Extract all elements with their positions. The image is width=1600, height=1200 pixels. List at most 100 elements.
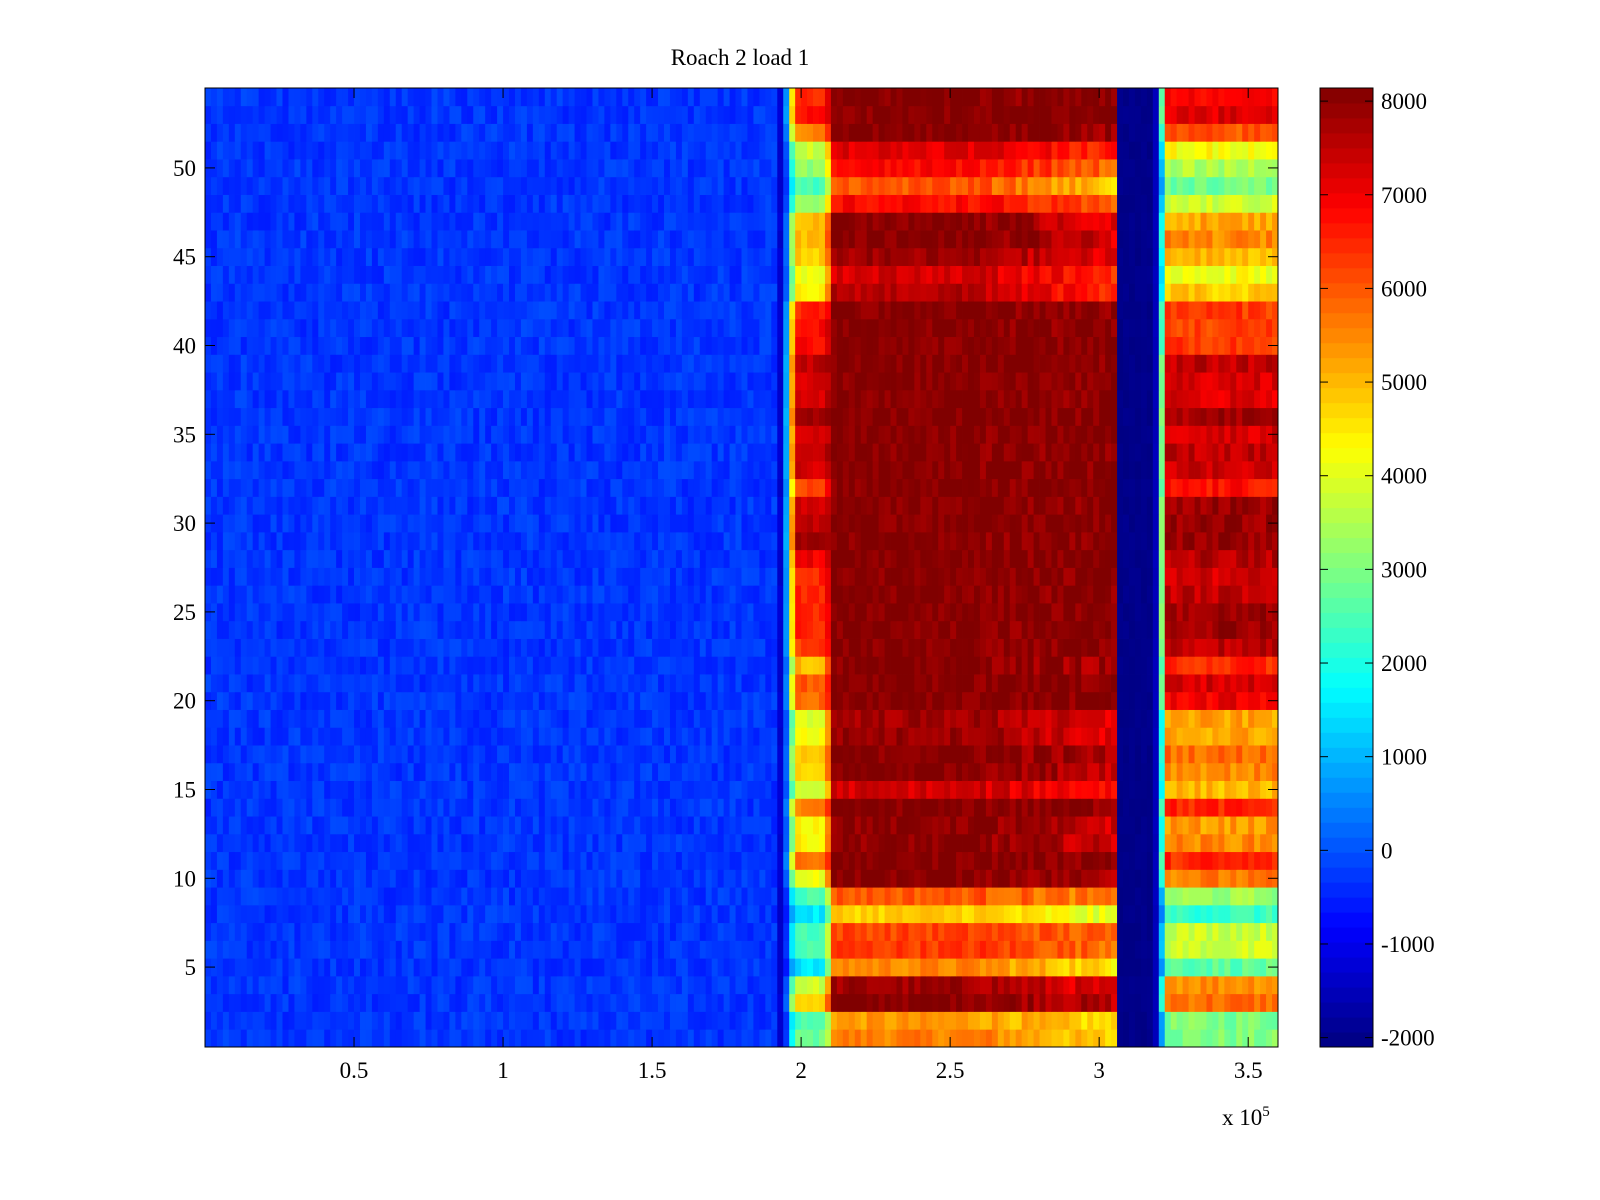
heatmap-cell <box>1063 709 1070 728</box>
heatmap-cell <box>735 780 742 799</box>
heatmap-cell <box>664 833 671 853</box>
heatmap-cell <box>813 887 820 906</box>
heatmap-cell <box>1021 798 1029 817</box>
heatmap-cell <box>574 851 581 870</box>
heatmap-cell <box>1069 745 1076 764</box>
heatmap-cell <box>830 656 838 675</box>
heatmap-cell <box>1170 1029 1178 1048</box>
heatmap-cell <box>556 869 564 888</box>
heatmap-cell <box>968 958 975 977</box>
heatmap-cell <box>425 922 432 941</box>
heatmap-cell <box>729 958 736 977</box>
heatmap-cell <box>640 887 647 906</box>
heatmap-cell <box>848 975 856 995</box>
heatmap-cell <box>306 727 313 746</box>
heatmap-cell <box>1063 727 1070 746</box>
heatmap-cell <box>920 656 927 675</box>
heatmap-cell <box>240 585 248 604</box>
heatmap-cell <box>675 1029 683 1048</box>
heatmap-cell <box>497 816 504 835</box>
heatmap-cell <box>205 798 212 817</box>
heatmap-cell <box>365 620 373 639</box>
heatmap-cell <box>795 940 802 959</box>
heatmap-cell <box>240 975 248 995</box>
heatmap-cell <box>1152 585 1160 604</box>
heatmap-cell <box>783 727 790 746</box>
heatmap-cell <box>509 709 516 728</box>
heatmap-cell <box>705 887 713 906</box>
heatmap-cell <box>210 674 218 693</box>
heatmap-cell <box>586 656 593 675</box>
heatmap-cell <box>1063 674 1070 693</box>
heatmap-cell <box>485 904 492 924</box>
heatmap-cell <box>443 993 450 1012</box>
heatmap-cell <box>246 762 254 782</box>
heatmap-cell <box>866 940 874 959</box>
heatmap-cell <box>1218 816 1225 835</box>
heatmap-cell <box>1051 1029 1058 1048</box>
heatmap-cell <box>1087 816 1094 835</box>
heatmap-cell <box>753 691 760 710</box>
heatmap-cell <box>1260 780 1267 799</box>
heatmap-cell <box>348 833 355 853</box>
heatmap-cell <box>1176 993 1184 1012</box>
heatmap-cell <box>282 603 289 622</box>
heatmap-cell <box>342 762 349 782</box>
heatmap-cell <box>878 993 885 1012</box>
heatmap-cell <box>461 585 468 604</box>
heatmap-cell <box>532 1029 540 1048</box>
heatmap-cell <box>294 887 301 906</box>
heatmap-cell <box>312 798 319 817</box>
heatmap-cell <box>1200 993 1207 1012</box>
heatmap-cell <box>1236 833 1243 853</box>
heatmap-cell <box>294 656 301 675</box>
heatmap-cell <box>354 993 361 1012</box>
heatmap-cell <box>1188 798 1195 817</box>
heatmap-cell <box>830 833 838 853</box>
heatmap-cell <box>419 674 426 693</box>
heatmap-cell <box>371 620 379 639</box>
heatmap-cell <box>556 904 564 924</box>
heatmap-cell <box>1212 833 1219 853</box>
heatmap-cell <box>228 816 236 835</box>
heatmap-cell <box>920 798 927 817</box>
heatmap-cell <box>932 869 939 888</box>
heatmap-cell <box>1254 762 1261 782</box>
heatmap-cell <box>830 887 838 906</box>
heatmap-cell <box>485 1011 492 1030</box>
heatmap-cell <box>1152 1029 1160 1048</box>
heatmap-cell <box>675 549 683 568</box>
heatmap-cell <box>485 975 492 995</box>
heatmap-cell <box>1051 727 1058 746</box>
heatmap-cell <box>532 816 540 835</box>
heatmap-cell <box>1003 975 1011 995</box>
heatmap-cell <box>610 638 617 657</box>
heatmap-cell <box>598 904 605 924</box>
heatmap-cell <box>669 656 677 675</box>
heatmap-cell <box>371 1029 379 1048</box>
heatmap-cell <box>425 549 432 568</box>
heatmap-cell <box>431 691 438 710</box>
heatmap-cell <box>598 993 605 1012</box>
heatmap-cell <box>741 709 748 728</box>
heatmap-cell <box>1093 940 1100 959</box>
heatmap-cell <box>324 585 331 604</box>
heatmap-cell <box>622 709 629 728</box>
heatmap-cell <box>348 638 355 657</box>
heatmap-cell <box>491 656 498 675</box>
heatmap-cell <box>991 958 999 977</box>
heatmap-cell <box>1182 727 1189 746</box>
heatmap-cell <box>359 745 367 764</box>
heatmap-cell <box>741 567 748 586</box>
heatmap-cell <box>1015 709 1023 728</box>
heatmap-cell <box>789 816 796 835</box>
heatmap-cell <box>449 993 456 1012</box>
heatmap-cell <box>497 780 504 799</box>
heatmap-cell <box>365 691 373 710</box>
heatmap-cell <box>908 638 915 657</box>
heatmap-cell <box>497 958 504 977</box>
heatmap-cell <box>264 549 271 568</box>
heatmap-cell <box>699 745 707 764</box>
heatmap-cell <box>246 816 254 835</box>
heatmap-cell <box>592 869 599 888</box>
